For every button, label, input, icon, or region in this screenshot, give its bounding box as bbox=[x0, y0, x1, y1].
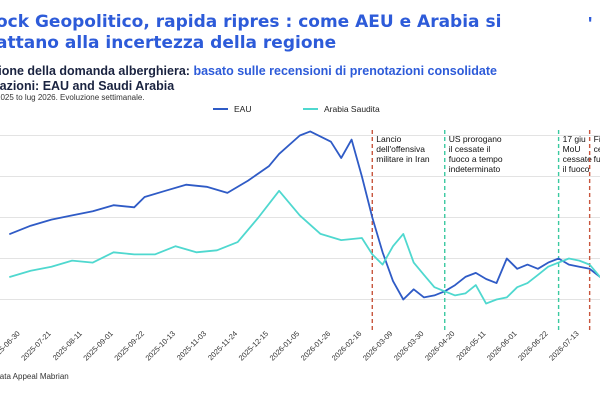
x-tick-label: 2025-06-30 bbox=[0, 329, 22, 362]
x-axis-ticks: 2025-06-302025-07-212025-08-112025-09-01… bbox=[0, 329, 581, 362]
x-tick-label: 2025-11-24 bbox=[206, 329, 239, 362]
title-line-2: attano alla incertezza della regione bbox=[0, 33, 337, 53]
grid-lines bbox=[0, 135, 600, 300]
legend-label-saudi: Arabia Saudita bbox=[324, 104, 380, 114]
legend: EAU Arabia Saudita bbox=[213, 104, 380, 114]
event-label: il fuoco bbox=[563, 164, 590, 174]
event-label: dell'offensiva bbox=[376, 144, 425, 154]
x-tick-label: 2026-05-11 bbox=[454, 329, 487, 362]
x-tick-label: 2025-07-21 bbox=[19, 329, 52, 362]
series-lines bbox=[9, 130, 600, 305]
chart-note: 2025 to lug 2026. Evoluzione settimanale… bbox=[0, 93, 145, 102]
x-tick-label: 2026-02-16 bbox=[330, 329, 363, 362]
x-tick-label: 2026-06-22 bbox=[516, 329, 549, 362]
x-tick-label: 2026-03-30 bbox=[392, 329, 425, 362]
event-label: cessat bbox=[594, 144, 600, 154]
x-tick-label: 2026-01-26 bbox=[299, 329, 332, 362]
x-tick-label: 2025-12-15 bbox=[237, 329, 270, 362]
event-label: indeterminato bbox=[449, 164, 501, 174]
x-tick-label: 2025-11-03 bbox=[175, 329, 208, 362]
legend-label-eau: EAU bbox=[234, 104, 251, 114]
event-label: cessate bbox=[563, 154, 593, 164]
chart-subtitle: zione della domanda alberghiera: basato … bbox=[0, 64, 497, 78]
title-line-1: ock Geopolitico, rapida ripres : come AE… bbox=[0, 12, 502, 32]
series-line bbox=[9, 189, 600, 305]
subtitle-prefix: zione della domanda alberghiera: bbox=[0, 64, 190, 78]
x-tick-label: 2025-08-11 bbox=[51, 329, 84, 362]
series-line bbox=[9, 130, 600, 301]
event-label: US prorogano bbox=[449, 134, 502, 144]
event-label: Fine de bbox=[594, 134, 600, 144]
event-label: militare in Iran bbox=[376, 154, 430, 164]
event-label: MoU bbox=[563, 144, 581, 154]
x-tick-label: 2026-06-01 bbox=[485, 329, 518, 362]
x-tick-label: 2026-03-09 bbox=[361, 329, 394, 362]
event-label: fuoco a tempo bbox=[449, 154, 503, 164]
subtitle-accent: basato sulle recensioni di prenotazioni … bbox=[189, 64, 497, 78]
chart-subtitle-line-2: nazioni: EAU and Saudi Arabia bbox=[0, 79, 175, 93]
x-tick-label: 2026-04-20 bbox=[423, 329, 456, 362]
x-tick-label: 2026-01-05 bbox=[268, 329, 301, 362]
x-tick-label: 2025-09-22 bbox=[112, 329, 145, 362]
event-label: Lancio bbox=[376, 134, 401, 144]
event-label: 17 giu bbox=[563, 134, 586, 144]
data-source: Data Appeal Mabrian bbox=[0, 372, 69, 381]
x-tick-label: 2025-10-13 bbox=[144, 329, 177, 362]
brand-mark: ' bbox=[588, 14, 593, 34]
x-tick-label: 2025-09-01 bbox=[81, 329, 114, 362]
event-label: il cessate il bbox=[449, 144, 491, 154]
x-tick-label: 2026-07-13 bbox=[547, 329, 580, 362]
event-label: fuoco bbox=[594, 154, 600, 164]
